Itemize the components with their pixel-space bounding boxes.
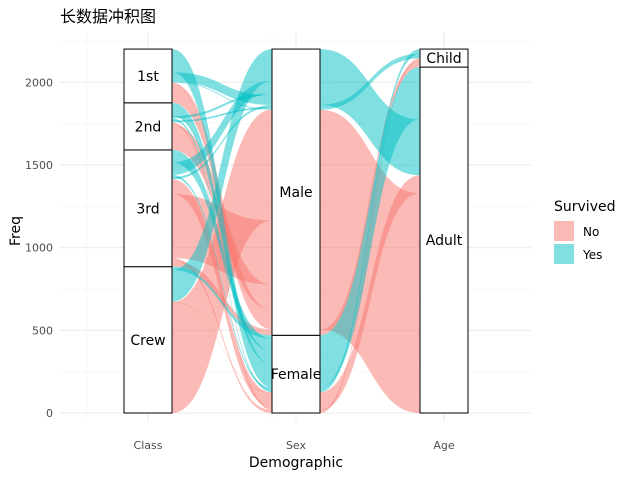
y-tick-label: 2000 <box>25 76 53 89</box>
y-tick-label: 1500 <box>25 159 53 172</box>
flow-crew-male-adult-yes <box>124 49 468 302</box>
legend-key-yes <box>554 244 574 264</box>
flow-2nd-male-adult-no <box>124 124 468 394</box>
stratum-label-child: Child <box>426 51 461 67</box>
stratum-class-2nd <box>123 102 173 151</box>
stratum-label-crew: Crew <box>130 333 165 349</box>
legend-key-no <box>554 221 574 241</box>
stratum-age-child <box>419 48 469 68</box>
y-axis-ticks: 0 500 1000 1500 2000 <box>25 76 53 420</box>
x-axis-ticks: Class Sex Age <box>134 439 455 452</box>
legend-title: Survived <box>554 199 615 215</box>
y-tick-label: 0 <box>46 407 53 420</box>
stratum-label-adult: Adult <box>426 233 463 249</box>
x-tick-label-sex: Sex <box>286 439 307 452</box>
stratum-sex-male <box>271 48 321 336</box>
chart-title: 长数据冲积图 <box>60 7 156 26</box>
legend: Survived No Yes <box>554 199 615 264</box>
flow-2nd-male-adult-yes <box>124 93 468 166</box>
stratum-class-1st <box>123 48 173 104</box>
x-axis-title: Demographic <box>249 455 343 471</box>
y-axis-title: Freq <box>8 216 24 246</box>
stratum-age-adult <box>419 66 469 414</box>
stratum-label-2nd: 2nd <box>135 119 162 135</box>
stratum-label-male: Male <box>279 185 312 201</box>
x-tick-label-age: Age <box>433 439 455 452</box>
stratum-label-3rd: 3rd <box>136 201 159 217</box>
strata: Crew 3rd 2nd 1st Female Male Adult Child <box>123 48 469 414</box>
y-tick-label: 500 <box>32 324 53 337</box>
y-tick-label: 1000 <box>25 242 53 255</box>
legend-label-yes: Yes <box>582 248 602 262</box>
stratum-class-crew <box>123 266 173 414</box>
stratum-label-female: Female <box>271 367 322 383</box>
legend-label-no: No <box>583 225 599 239</box>
stratum-class-3rd <box>123 149 173 268</box>
x-tick-label-class: Class <box>134 439 163 452</box>
stratum-label-1st: 1st <box>137 69 159 85</box>
stratum-sex-female <box>271 334 321 414</box>
